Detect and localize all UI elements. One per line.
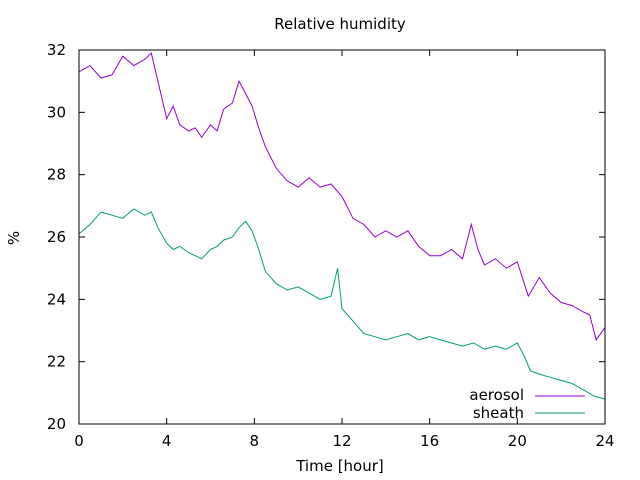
x-tick-label: 12 xyxy=(332,432,351,450)
y-tick-label: 20 xyxy=(47,415,66,433)
x-axis-label: Time [hour] xyxy=(295,457,384,475)
x-tick-label: 16 xyxy=(420,432,439,450)
y-tick-label: 24 xyxy=(47,290,66,308)
legend-label-aerosol: aerosol xyxy=(469,386,524,404)
y-tick-label: 28 xyxy=(47,166,66,184)
chart-title: Relative humidity xyxy=(274,15,406,33)
series-line-aerosol xyxy=(78,52,606,342)
y-tick-label: 26 xyxy=(47,228,66,246)
y-tick-label: 32 xyxy=(47,41,66,59)
x-tick-label: 0 xyxy=(74,432,84,450)
y-tick-label: 22 xyxy=(47,353,66,371)
x-tick-label: 8 xyxy=(250,432,260,450)
x-tick-label: 4 xyxy=(162,432,172,450)
series-layer xyxy=(78,52,606,400)
x-tick-label: 20 xyxy=(508,432,527,450)
y-axis-label: % xyxy=(5,231,23,245)
plot-frame xyxy=(78,49,606,425)
x-tick-label: 24 xyxy=(595,432,614,450)
ticks: 0 4 8 12 16 20 24 20 22 24 26 28 30 32 xyxy=(47,41,615,450)
legend: aerosol sheath xyxy=(469,386,585,422)
y-tick-label: 30 xyxy=(47,103,66,121)
series-line-sheath xyxy=(78,208,606,400)
legend-label-sheath: sheath xyxy=(473,404,524,422)
